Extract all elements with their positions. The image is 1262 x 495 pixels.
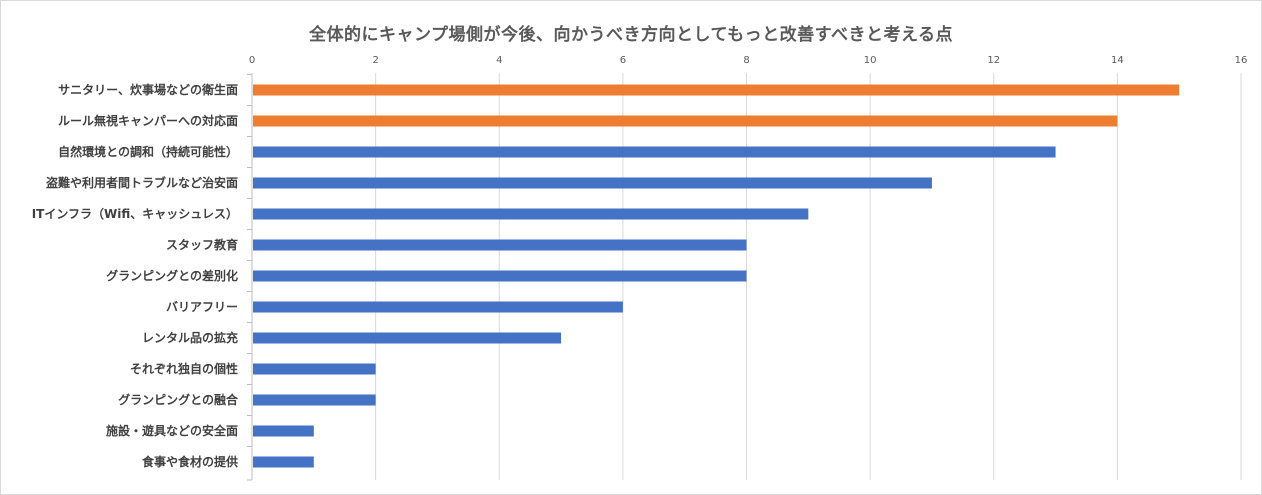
x-tick-label-7: 14 <box>1111 55 1124 66</box>
category-label-1: ルール無視キャンパーへの対応面 <box>58 113 238 128</box>
category-label-2: 自然環境との調和（持続可能性） <box>58 144 238 159</box>
bar-5 <box>253 239 747 251</box>
bar-10 <box>253 394 376 406</box>
category-label-11: 施設・遊具などの安全面 <box>106 423 238 438</box>
x-tick-label-5: 10 <box>864 55 877 66</box>
category-label-10: グランピングとの融合 <box>118 392 239 407</box>
bar-12 <box>253 456 314 468</box>
bar-0 <box>253 84 1180 96</box>
bar-3 <box>253 177 932 189</box>
category-label-0: サニタリー、炊事場などの衛生面 <box>58 82 238 97</box>
bar-8 <box>253 332 562 344</box>
category-label-3: 盗難や利用者間トラブルなど治安面 <box>46 175 238 190</box>
category-label-7: バリアフリー <box>166 300 238 314</box>
x-tick-label-6: 12 <box>987 55 1000 66</box>
bar-11 <box>253 425 314 437</box>
x-tick-label-2: 4 <box>496 55 502 66</box>
category-label-9: それぞれ独自の個性 <box>130 361 238 376</box>
category-label-8: レンタル品の拡充 <box>142 330 238 345</box>
bar-1 <box>253 115 1118 127</box>
category-label-4: ITインフラ（Wifi、キャッシュレス） <box>32 206 238 221</box>
bar-4 <box>253 208 809 220</box>
chart-title: 全体的にキャンプ場側が今後、向かうべき方向としてもっと改善すべきと考える点 <box>309 25 953 45</box>
x-tick-label-4: 8 <box>743 55 749 66</box>
category-label-6: グランピングとの差別化 <box>106 268 238 283</box>
bar-7 <box>253 301 623 313</box>
x-tick-label-3: 6 <box>620 55 626 66</box>
bar-6 <box>253 270 747 282</box>
x-tick-label-1: 2 <box>372 55 378 66</box>
category-label-12: 食事や食材の提供 <box>141 454 238 469</box>
x-tick-label-8: 16 <box>1235 55 1248 66</box>
x-tick-label-0: 0 <box>249 55 255 66</box>
bar-9 <box>253 363 376 375</box>
bar-2 <box>253 146 1056 158</box>
category-label-5: スタッフ教育 <box>166 237 238 252</box>
